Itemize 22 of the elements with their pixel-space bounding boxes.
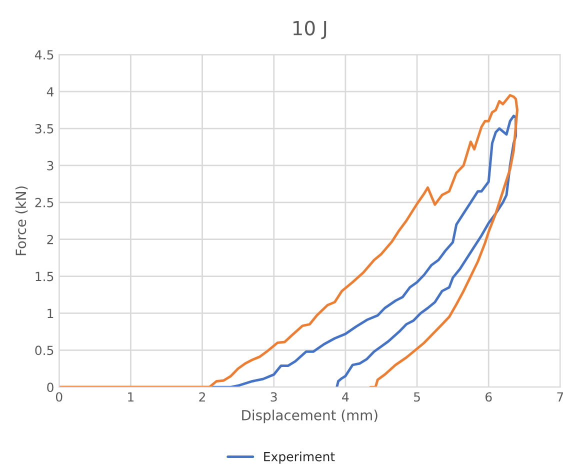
- y-tick-label: 2.5: [35, 198, 54, 208]
- y-tick-label: 2: [47, 234, 53, 244]
- y-tick-label: 0: [47, 382, 54, 392]
- x-tick-label: 5: [414, 392, 420, 402]
- x-tick-label: 0: [56, 392, 62, 402]
- x-tick-label: 1: [128, 392, 134, 402]
- y-tick-label: 3: [47, 160, 54, 170]
- x-tick-label: 2: [199, 392, 205, 402]
- y-tick-label: 1.5: [36, 272, 54, 282]
- x-tick-label: 7: [557, 392, 563, 402]
- x-tick-label: 6: [486, 392, 492, 402]
- x-tick-label: 3: [270, 392, 277, 402]
- y-axis-title: Force (kN): [15, 186, 28, 256]
- y-tick-label: 3.5: [35, 124, 54, 134]
- x-tick-label: 4: [342, 392, 349, 402]
- legend-label: Experiment: [264, 452, 335, 464]
- y-tick-label: 4: [46, 87, 54, 96]
- y-tick-label: 1: [48, 308, 54, 318]
- chart-title: 10 J: [293, 20, 326, 40]
- y-tick-label: 0.5: [35, 346, 54, 356]
- y-tick-label: 4.5: [34, 50, 54, 60]
- x-axis-title: Displacement (mm): [242, 410, 378, 424]
